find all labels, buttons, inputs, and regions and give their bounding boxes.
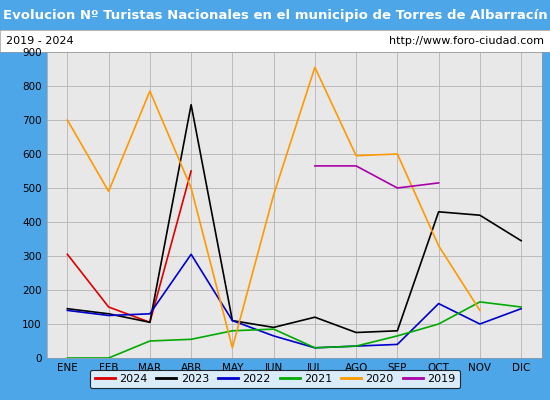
- Text: http://www.foro-ciudad.com: http://www.foro-ciudad.com: [389, 36, 544, 46]
- Legend: 2024, 2023, 2022, 2021, 2020, 2019: 2024, 2023, 2022, 2021, 2020, 2019: [90, 370, 460, 388]
- Text: Evolucion Nº Turistas Nacionales en el municipio de Torres de Albarracín: Evolucion Nº Turistas Nacionales en el m…: [3, 8, 547, 22]
- Text: 2019 - 2024: 2019 - 2024: [6, 36, 73, 46]
